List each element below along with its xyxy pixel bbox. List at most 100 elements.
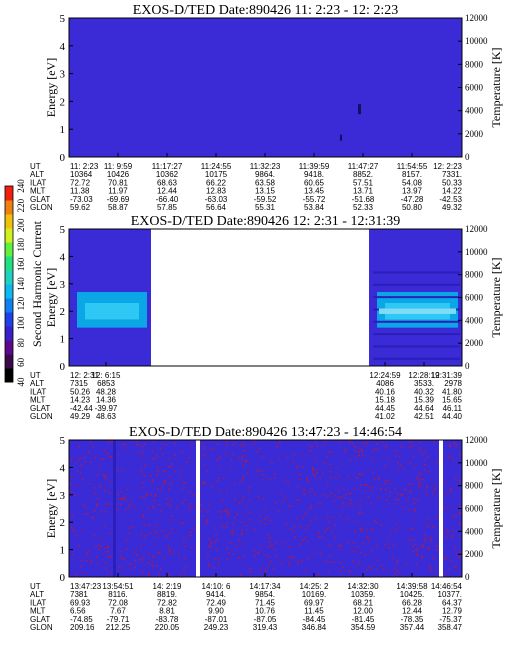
noise-pixel [249,571,252,573]
noise-pixel [377,477,380,480]
noise-pixel [330,477,332,479]
noise-pixel [108,491,110,494]
noise-pixel [327,521,330,523]
ephemeris-value: 59.62 [70,203,91,212]
noise-pixel [373,448,376,450]
noise-pixel [360,530,362,532]
noise-pixel [459,453,461,456]
noise-pixel [142,482,145,484]
noise-pixel [94,510,96,512]
chart-title: EXOS-D/TED Date:890426 11: 2:23 - 12: 2:… [133,3,398,18]
noise-pixel [216,459,218,461]
noise-pixel [150,481,153,483]
noise-pixel [356,520,359,522]
ephemeris-value: -51.68 [352,195,375,204]
noise-pixel [167,457,170,460]
noise-pixel [452,459,455,461]
noise-pixel [297,485,299,488]
noise-pixel [200,510,203,512]
noise-pixel [389,491,391,494]
noise-pixel [413,539,415,541]
noise-pixel [338,490,340,492]
noise-pixel [123,495,126,498]
noise-pixel [140,546,142,549]
noise-pixel [139,451,141,453]
noise-pixel [384,465,386,467]
noise-pixel [124,499,127,501]
noise-pixel [248,519,251,521]
noise-pixel [211,486,214,488]
noise-pixel [427,547,429,549]
ephemeris-value: 71.45 [255,598,276,607]
noise-pixel [205,455,207,457]
noise-pixel [168,547,170,550]
noise-pixel [228,513,230,515]
ephemeris-value: 44.64 [414,404,435,413]
ephemeris-value: 72.08 [108,598,129,607]
noise-pixel [238,457,240,460]
noise-pixel [381,441,384,444]
ephemeris-value: -84.45 [303,615,326,624]
ephemeris-value: 11:17:27 [152,162,183,171]
noise-pixel [140,468,142,471]
colorbar-frame [4,185,14,383]
noise-pixel [108,455,111,458]
noise-pixel [394,567,396,569]
noise-pixel [287,556,289,558]
noise-pixel [289,528,292,530]
noise-pixel [409,462,411,464]
noise-pixel [306,540,309,543]
noise-pixel [245,524,247,527]
colorbar-swatch [5,312,13,327]
noise-pixel [82,529,84,532]
ephemeris-value: 12.44 [157,187,178,196]
y2-tick-label: 2000 [465,549,484,559]
noise-pixel [338,475,340,478]
noise-pixel [358,473,360,475]
noise-pixel [418,481,420,483]
noise-pixel [91,516,94,518]
noise-pixel [73,530,75,533]
ephemeris-label: ILAT [30,598,46,607]
noise-pixel [226,444,228,447]
noise-pixel [342,487,345,489]
noise-pixel [78,545,80,547]
noise-pixel [160,489,162,491]
noise-pixel [120,498,122,500]
noise-pixel [306,479,308,481]
noise-pixel [126,489,129,491]
noise-pixel [244,454,246,457]
ephemeris-value: 6853 [97,379,115,388]
noise-pixel [399,527,401,529]
noise-pixel [356,546,358,548]
noise-pixel [268,540,271,543]
noise-pixel [358,511,361,514]
noise-pixel [323,462,325,464]
noise-pixel [385,489,387,491]
noise-pixel [428,548,431,550]
noise-pixel [120,491,123,493]
noise-pixel [147,506,150,509]
noise-pixel [143,496,145,498]
noise-pixel [177,553,180,556]
noise-pixel [233,516,236,519]
ephemeris-value: 14:17:34 [249,582,281,591]
noise-pixel [344,449,346,451]
noise-pixel [354,450,357,452]
ephemeris-value: 249.23 [204,623,229,632]
noise-pixel [286,456,289,458]
noise-pixel [203,463,205,466]
ephemeris-value: 56.64 [206,203,227,212]
noise-pixel [254,528,256,531]
noise-pixel [155,532,158,534]
spectrogram-fill [200,440,439,577]
noise-pixel [170,499,172,501]
y2-tick-label: 4000 [465,526,484,536]
noise-pixel [190,503,193,505]
noise-pixel [249,500,251,502]
noise-pixel [395,522,398,525]
noise-pixel [148,574,150,576]
noise-pixel [316,445,319,447]
noise-pixel [156,466,159,469]
noise-pixel [358,451,360,453]
